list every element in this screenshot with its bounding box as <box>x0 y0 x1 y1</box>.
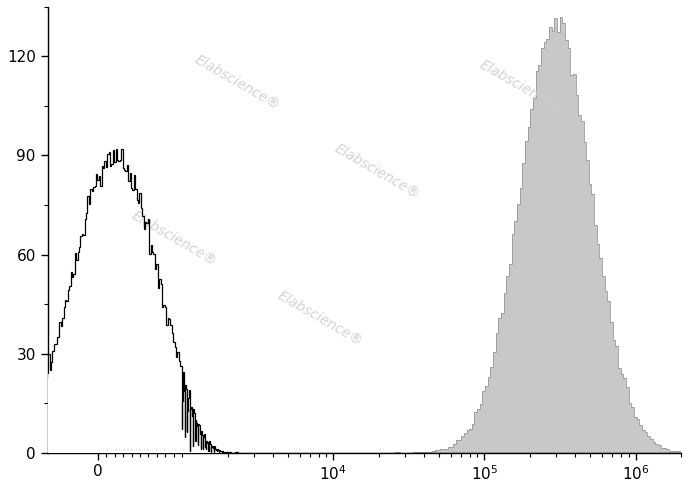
Text: Elabscience®: Elabscience® <box>477 57 568 117</box>
Text: Elabscience®: Elabscience® <box>129 209 219 269</box>
Text: Elabscience®: Elabscience® <box>193 52 283 113</box>
Text: Elabscience®: Elabscience® <box>332 142 422 202</box>
Text: Elabscience®: Elabscience® <box>275 289 365 349</box>
